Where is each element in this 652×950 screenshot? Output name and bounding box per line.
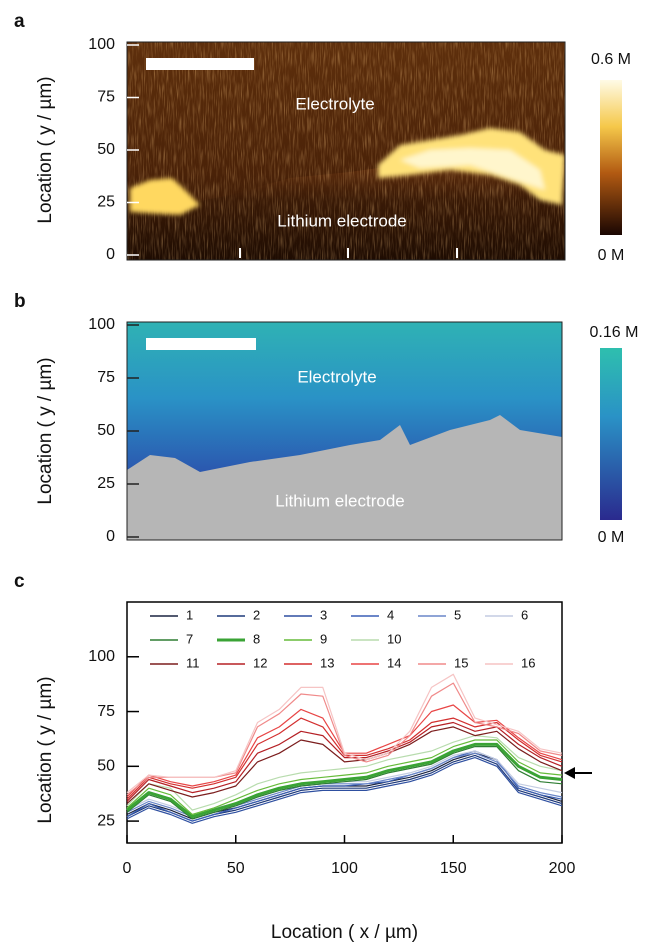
line-series (126, 750, 563, 816)
colorbar (600, 348, 622, 520)
scale-bar (146, 58, 254, 70)
heatmap-image (127, 42, 565, 260)
annotation: Lithium electrode (275, 491, 404, 510)
y-tick-label: 75 (97, 703, 115, 720)
x-tick-label: 100 (331, 860, 358, 877)
colorbar-label: 0 M (598, 529, 625, 546)
legend-label: 16 (521, 655, 535, 670)
annotation: Electrolyte (297, 367, 376, 386)
legend-label: 2 (253, 607, 260, 622)
legend-label: 12 (253, 655, 267, 670)
y-axis-label: Location ( y / µm) (35, 676, 56, 823)
colorbar-label: 0.16 M (590, 324, 639, 341)
y-tick-label: 75 (97, 89, 115, 106)
legend-label: 7 (186, 631, 193, 646)
legend-label: 3 (320, 607, 327, 622)
y-tick-label: 100 (88, 648, 115, 665)
legend-label: 4 (387, 607, 394, 622)
y-tick-label: 100 (88, 316, 115, 333)
line-series (126, 721, 563, 802)
x-tick-label: 0 (123, 860, 132, 877)
x-tick-label: 50 (227, 860, 245, 877)
legend-label: 11 (186, 655, 200, 670)
x-axis-label: Location ( x / µm) (271, 922, 418, 943)
legend-label: 6 (521, 607, 528, 622)
x-tick-label: 200 (549, 860, 576, 877)
line-series (126, 752, 563, 818)
line-series (126, 673, 563, 794)
legend-label: 14 (387, 655, 401, 670)
line-series (126, 746, 563, 820)
y-tick-label: 50 (97, 422, 115, 439)
line-series (126, 757, 563, 824)
y-tick-label: 25 (97, 475, 115, 492)
y-axis-label: Location ( y / µm) (35, 357, 56, 504)
panel-label: c (14, 571, 25, 592)
annotation: Electrolyte (295, 94, 374, 113)
annotation: Lithium electrode (277, 211, 406, 230)
y-tick-label: 0 (106, 246, 115, 263)
y-tick-label: 100 (88, 36, 115, 53)
arrow (564, 767, 592, 779)
legend-label: 10 (387, 631, 401, 646)
y-axis-label: Location ( y / µm) (35, 76, 56, 223)
legend-label: 1 (186, 607, 193, 622)
scale-bar (146, 338, 256, 350)
legend-label: 9 (320, 631, 327, 646)
panel-label: a (14, 11, 25, 32)
colorbar-label: 0 M (598, 247, 625, 264)
legend-label: 5 (454, 607, 461, 622)
y-tick-label: 25 (97, 812, 115, 829)
line-series (126, 739, 563, 816)
y-tick-label: 75 (97, 369, 115, 386)
line-series (126, 717, 563, 800)
legend-label: 8 (253, 631, 260, 646)
panel-label: b (14, 291, 26, 312)
line-series (126, 726, 563, 805)
colorbar (600, 80, 622, 235)
line-series (126, 742, 563, 819)
y-tick-label: 50 (97, 141, 115, 158)
x-tick-label: 150 (440, 860, 467, 877)
y-tick-label: 50 (97, 758, 115, 775)
y-tick-label: 0 (106, 528, 115, 545)
y-tick-label: 25 (97, 194, 115, 211)
line-series (126, 735, 563, 811)
colorbar-label: 0.6 M (591, 51, 631, 68)
heatmap-image (127, 322, 562, 540)
legend-label: 13 (320, 655, 334, 670)
legend-label: 15 (454, 655, 468, 670)
